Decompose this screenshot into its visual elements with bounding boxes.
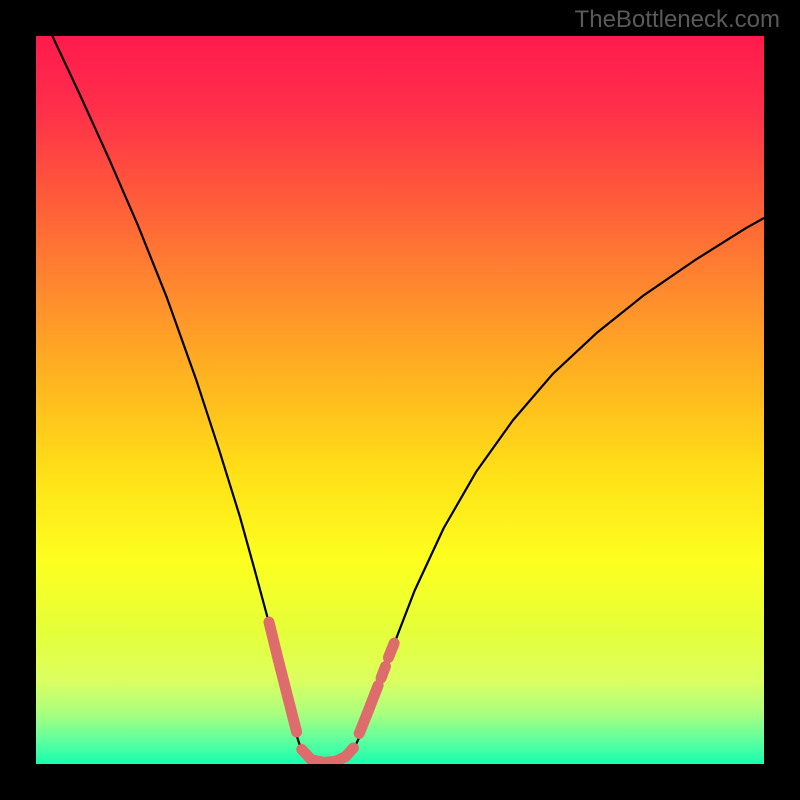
stage: TheBottleneck.com	[0, 0, 800, 800]
watermark-text: TheBottleneck.com	[575, 6, 780, 34]
plot-frame-border	[36, 36, 764, 764]
